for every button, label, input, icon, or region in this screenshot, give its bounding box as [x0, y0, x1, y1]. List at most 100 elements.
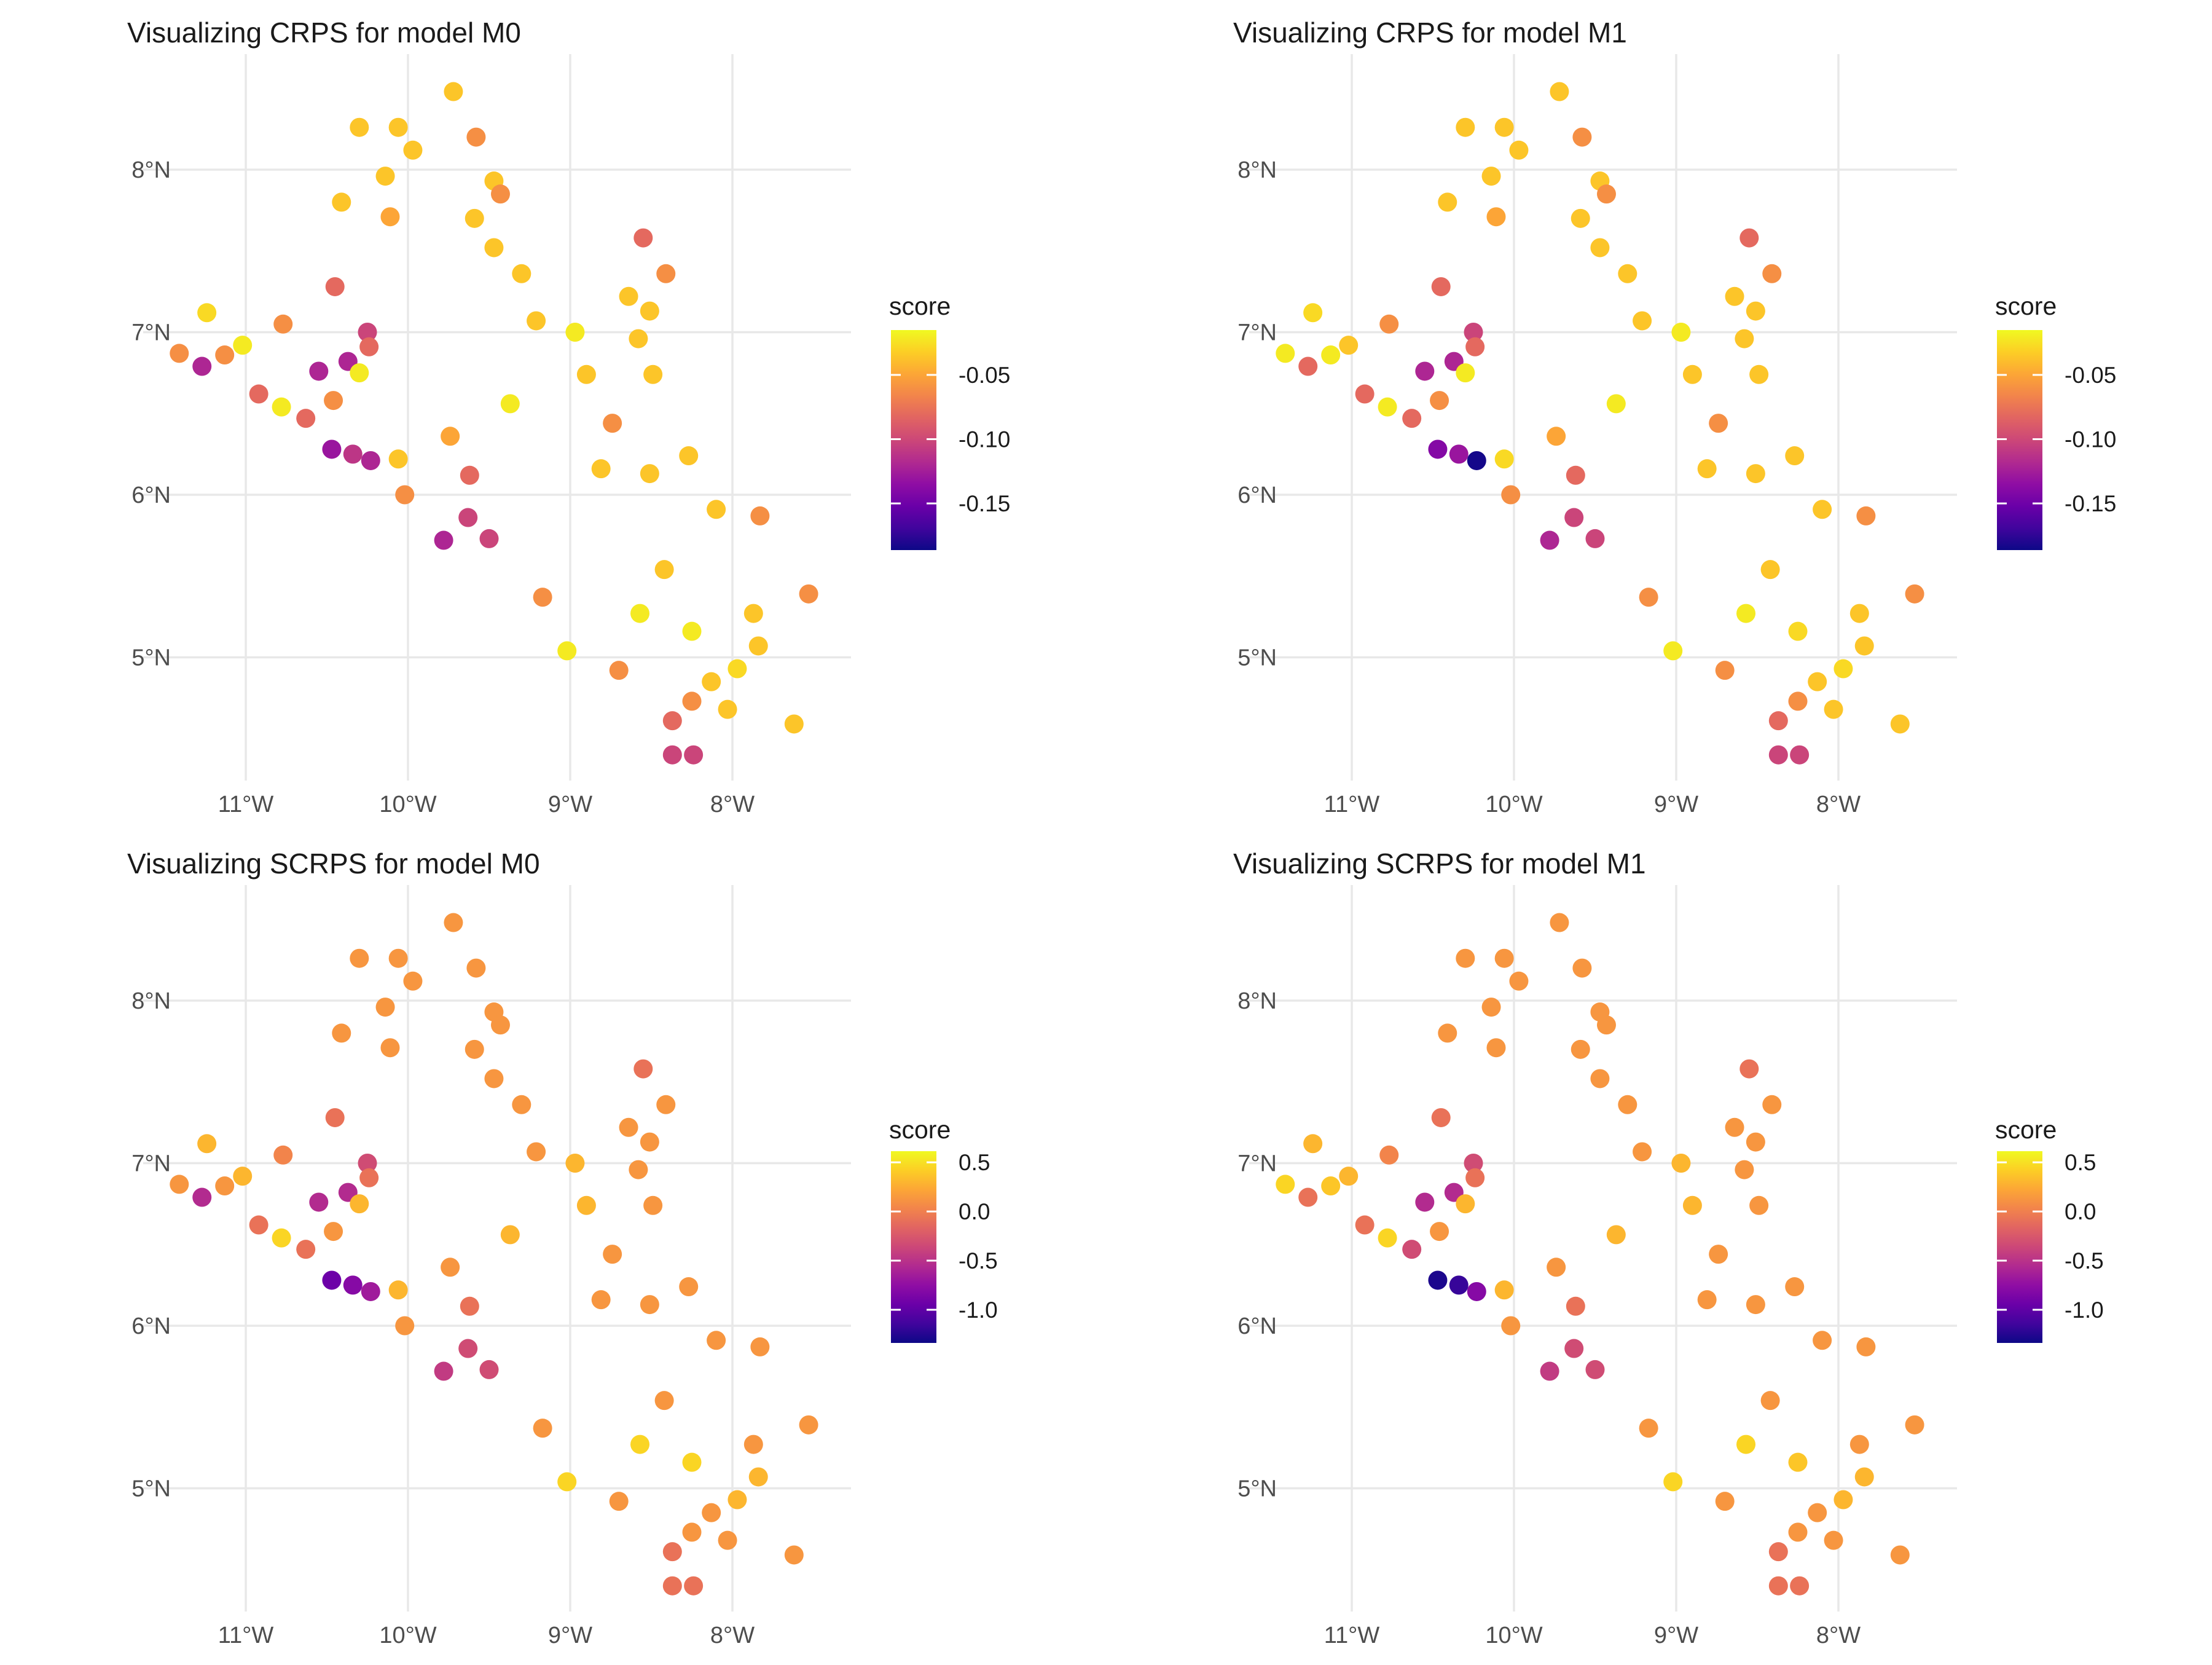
data-point	[233, 1167, 253, 1186]
points-layer	[170, 82, 818, 765]
panel-scrps-m1: Visualizing SCRPS for model M1 11°W 10°W 9…	[1106, 831, 2212, 1662]
data-point	[643, 1195, 663, 1215]
data-point	[1633, 311, 1652, 331]
data-point	[460, 1296, 479, 1316]
data-point	[1379, 1145, 1399, 1165]
data-point	[728, 659, 747, 679]
legend: score 0.5 0.0 -0.5 -1.0	[1995, 1116, 2104, 1343]
data-point	[1566, 465, 1585, 485]
data-point	[1849, 604, 1869, 623]
data-point	[434, 1361, 453, 1381]
data-point	[215, 345, 235, 365]
data-point	[1671, 1154, 1691, 1173]
data-point	[679, 446, 699, 466]
data-point	[465, 1039, 484, 1059]
x-tick-label: 8°W	[710, 1623, 755, 1648]
data-point	[1768, 711, 1788, 731]
legend-tick-label: -1.0	[2065, 1297, 2104, 1323]
data-point	[197, 1134, 217, 1154]
x-tick-label: 9°W	[548, 792, 592, 817]
data-point	[1378, 397, 1397, 417]
data-point	[702, 1503, 721, 1522]
y-tick-label: 7°N	[1237, 320, 1277, 346]
data-point	[1467, 451, 1486, 470]
data-point	[479, 529, 499, 548]
points-layer	[170, 913, 818, 1596]
y-tick-label: 6°N	[1237, 482, 1277, 508]
data-point	[1355, 1215, 1375, 1235]
data-point	[1486, 1038, 1506, 1058]
data-point	[296, 409, 316, 428]
legend-tick-label: 0.0	[959, 1199, 990, 1224]
data-point	[1378, 1228, 1397, 1248]
data-point	[358, 1154, 377, 1173]
panel-title: Visualizing CRPS for model M0	[127, 17, 521, 49]
data-point	[324, 391, 343, 411]
y-tick-label: 6°N	[1237, 1313, 1277, 1339]
data-point	[332, 192, 351, 212]
legend-colorbar	[891, 1151, 936, 1343]
data-point	[512, 1095, 531, 1114]
data-point	[609, 661, 629, 680]
data-point	[1834, 659, 1853, 679]
x-tick-label: 8°W	[1816, 792, 1861, 817]
data-point	[1456, 117, 1475, 137]
data-point	[728, 1490, 747, 1510]
data-point	[359, 1168, 379, 1187]
data-point	[603, 414, 622, 433]
x-tick-label: 11°W	[218, 1623, 274, 1648]
data-point	[1501, 485, 1521, 505]
data-point	[1697, 459, 1717, 479]
data-point	[380, 1038, 400, 1058]
data-point	[458, 1339, 478, 1358]
data-point	[1456, 363, 1475, 383]
data-point	[359, 337, 379, 356]
data-point	[361, 1281, 380, 1301]
data-point	[1449, 444, 1469, 464]
data-point	[460, 465, 479, 485]
data-point	[1430, 391, 1449, 411]
data-point	[1547, 427, 1566, 446]
data-point	[656, 264, 676, 283]
data-point	[1788, 1452, 1808, 1472]
data-point	[1736, 1435, 1756, 1454]
data-point	[1715, 661, 1735, 680]
data-point	[1905, 1415, 1924, 1435]
legend: score -0.05 -0.10 -0.15	[889, 292, 1010, 550]
data-point	[1566, 1296, 1585, 1316]
data-point	[1501, 1316, 1521, 1336]
data-point	[1449, 1275, 1469, 1295]
y-tick-label: 5°N	[131, 1476, 171, 1502]
data-point	[1298, 356, 1318, 376]
data-point	[640, 464, 659, 484]
data-point	[1303, 303, 1323, 323]
x-tick-label: 10°W	[1485, 792, 1542, 817]
data-point	[682, 691, 702, 711]
data-point	[1606, 394, 1626, 414]
data-point	[619, 1117, 638, 1137]
data-point	[1465, 337, 1485, 356]
data-point	[388, 1280, 408, 1300]
legend-tick-label: -0.05	[959, 363, 1010, 388]
data-point	[1639, 1419, 1658, 1438]
data-point	[643, 364, 663, 384]
data-point	[640, 301, 659, 321]
data-point	[1808, 672, 1827, 691]
data-point	[403, 140, 423, 160]
data-point	[1494, 117, 1514, 137]
data-point	[784, 1545, 804, 1565]
data-point	[233, 336, 253, 355]
data-point	[1790, 745, 1810, 765]
data-point	[1464, 323, 1483, 342]
data-point	[1849, 1435, 1869, 1454]
panel-title: Visualizing CRPS for model M1	[1233, 17, 1627, 49]
data-point	[1379, 314, 1399, 334]
data-point	[743, 1435, 763, 1454]
x-tick-label: 9°W	[1654, 1623, 1698, 1648]
data-point	[679, 1277, 699, 1297]
legend-tick-label: -0.10	[959, 427, 1010, 452]
data-point	[1355, 384, 1375, 404]
data-point	[1494, 449, 1514, 469]
data-point	[591, 459, 611, 479]
data-point	[576, 1195, 596, 1215]
